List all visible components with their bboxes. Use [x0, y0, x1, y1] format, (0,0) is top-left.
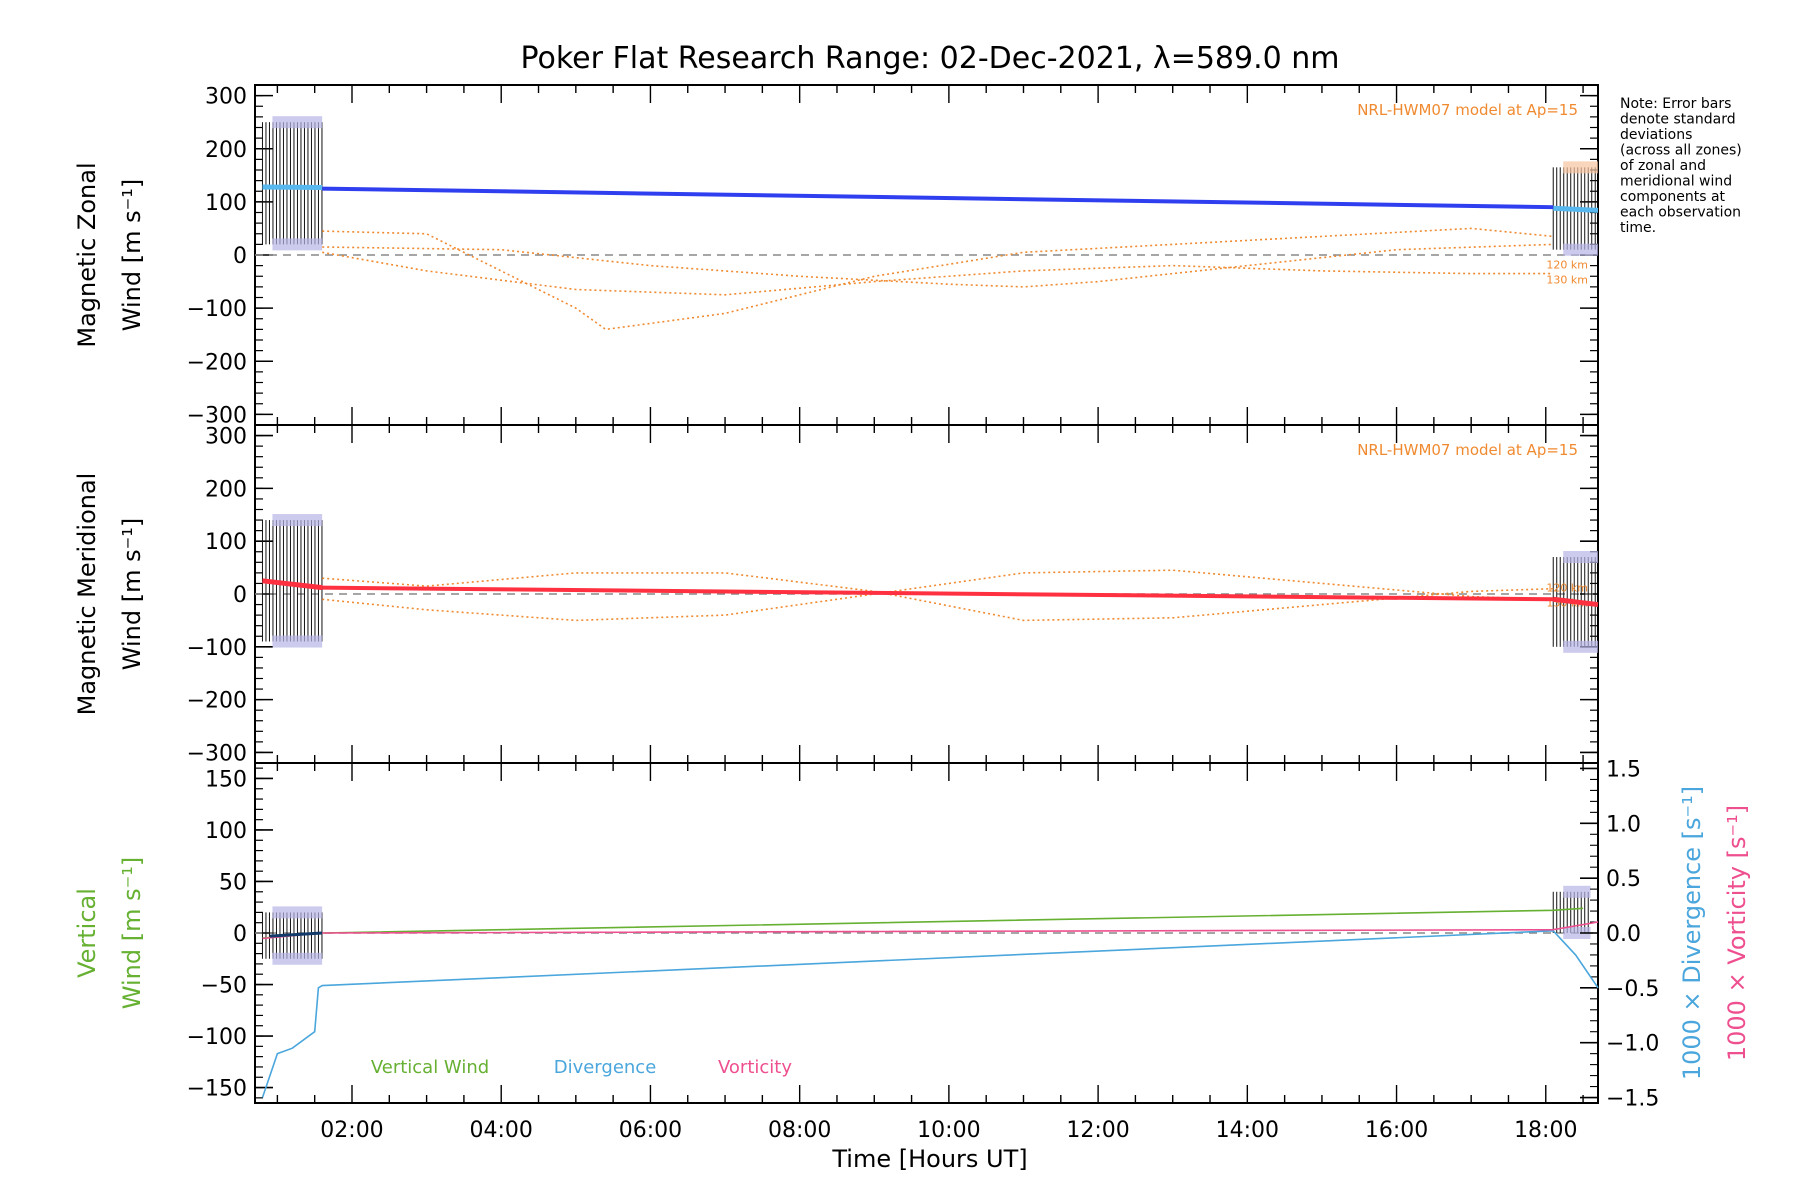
y-tick-label: 100: [205, 530, 247, 555]
panel-vertical: 150 100 50 0 −50 −100 −150 Vertical Wind [m s⁻¹]…: [73, 757, 1751, 1111]
y-axis-label-line2: Wind [m s⁻¹]: [118, 179, 146, 331]
y-axis-label-line1: Vertical: [73, 888, 101, 978]
right-tick-label: 0.0: [1606, 922, 1641, 947]
chart-title: Poker Flat Research Range: 02-Dec-2021, …: [521, 41, 1340, 76]
y-axis-label-line1: Magnetic Meridional: [73, 473, 101, 716]
observed-start: [262, 184, 323, 191]
y-tick-label: −150: [187, 1077, 247, 1102]
zone-spread-band: [1563, 243, 1598, 256]
zone-spread-band: [272, 238, 323, 251]
model-label: NRL-HWM07 model at Ap=15: [1357, 101, 1578, 119]
model-curve: [322, 243, 1554, 288]
note-line: of zonal and: [1620, 158, 1706, 174]
x-tick-label: 08:00: [768, 1118, 831, 1143]
model-alt-label: 120 km: [1546, 581, 1588, 594]
note-line: denote standard: [1620, 112, 1736, 128]
y-tick-label: −100: [187, 636, 247, 661]
y-tick-label: 50: [219, 870, 247, 895]
x-tick-label: 06:00: [619, 1118, 682, 1143]
x-tick-label: 16:00: [1365, 1118, 1428, 1143]
zone-spread-band: [1563, 551, 1598, 564]
right-tick-label: 1.5: [1606, 757, 1641, 782]
x-axis-label: Time [Hours UT]: [831, 1145, 1027, 1173]
y-tick-label: 0: [233, 922, 247, 947]
right-tick-label: 1.0: [1606, 812, 1641, 837]
x-axis-ticks: 02:00 04:00 06:00 08:00 10:00 12:00 14:00 16:00…: [320, 1118, 1577, 1143]
model-alt-label: 130 km: [1546, 273, 1588, 286]
y-tick-label: −200: [187, 350, 247, 375]
observed-end: [1553, 205, 1599, 213]
zone-spread-band: [1563, 927, 1591, 939]
right-axis-label-vorticity: 1000 × Vorticity [s⁻¹]: [1723, 805, 1751, 1061]
y-tick-label: 300: [205, 425, 247, 450]
y-tick-label: 200: [205, 138, 247, 163]
note-line: deviations: [1620, 127, 1692, 143]
x-tick-label: 14:00: [1216, 1118, 1279, 1143]
model-curve: [322, 227, 1554, 331]
observed-vertical: [269, 931, 323, 938]
y-tick-label: 300: [205, 85, 247, 110]
legend-entry: Vertical Wind: [371, 1057, 489, 1078]
y-tick-label: −300: [187, 741, 247, 766]
y-tick-label: −100: [187, 297, 247, 322]
zone-spread-band: [272, 514, 323, 527]
y-tick-label: −300: [187, 403, 247, 428]
right-tick-label: 0.5: [1606, 867, 1641, 892]
right-tick-label: −0.5: [1606, 977, 1659, 1002]
series-vertical-wind: [262, 907, 1584, 939]
note-line: each observation: [1620, 205, 1741, 221]
zone-spread-band: [1563, 640, 1598, 653]
zone-spread-band: [272, 906, 323, 919]
panel-meridional: 300 200 100 0 −100 −200 −300 Magnetic Meridiona…: [73, 424, 1599, 766]
model-alt-label: 120 km: [1546, 258, 1588, 271]
y-tick-label: −200: [187, 689, 247, 714]
note-line: meridional wind: [1620, 174, 1732, 190]
panel-zonal: 300 200 100 0 −100 −200 −300 Magnetic Zonal Wind…: [73, 84, 1599, 428]
zone-spread-band: [1563, 161, 1598, 174]
legend-entry: Vorticity: [718, 1057, 792, 1078]
legend-entry: Divergence: [554, 1057, 657, 1078]
y-tick-label: 0: [233, 244, 247, 269]
y-tick-label: 100: [205, 191, 247, 216]
zone-spread-band: [272, 116, 323, 129]
y-tick-label: 0: [233, 583, 247, 608]
y-tick-label: 100: [205, 819, 247, 844]
note-line: components at: [1620, 189, 1726, 205]
note-line: (across all zones): [1620, 143, 1742, 159]
model-label: NRL-HWM07 model at Ap=15: [1357, 441, 1578, 459]
zone-spread-band: [1563, 885, 1591, 898]
note-line: time.: [1620, 220, 1656, 236]
y-tick-label: 150: [205, 767, 247, 792]
right-tick-label: −1.5: [1606, 1087, 1659, 1112]
model-curve: [322, 251, 1554, 296]
zone-spread-band: [272, 635, 323, 648]
y-tick-label: 200: [205, 477, 247, 502]
y-axis-label-line2: Wind [m s⁻¹]: [118, 857, 146, 1009]
fit-line: [322, 585, 1554, 602]
x-tick-label: 18:00: [1514, 1118, 1577, 1143]
y-tick-label: −50: [201, 974, 247, 999]
series-divergence: [261, 929, 1599, 1098]
y-axis-label-line2: Wind [m s⁻¹]: [118, 518, 146, 670]
observed-start: [262, 578, 323, 591]
right-axis-label-divergence: 1000 × Divergence [s⁻¹]: [1678, 786, 1706, 1080]
observed-end: [1552, 596, 1599, 608]
y-tick-label: −100: [187, 1025, 247, 1050]
x-tick-label: 04:00: [470, 1118, 533, 1143]
right-tick-label: −1.0: [1606, 1032, 1659, 1057]
x-tick-label: 02:00: [320, 1118, 383, 1143]
x-tick-label: 12:00: [1066, 1118, 1129, 1143]
zone-spread-band: [272, 952, 323, 965]
y-axis-label-line1: Magnetic Zonal: [73, 162, 101, 347]
fit-line: [322, 186, 1554, 210]
note-line: Note: Error bars: [1620, 96, 1731, 112]
x-tick-label: 10:00: [917, 1118, 980, 1143]
